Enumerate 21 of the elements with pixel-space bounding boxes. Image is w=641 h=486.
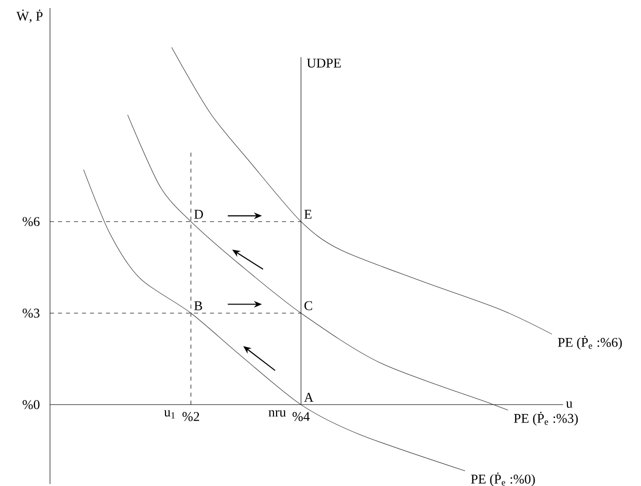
y-axis-title: Ẇ, Ṗ [16, 10, 43, 23]
annotation: u$_{1}$ [164, 410, 175, 418]
line-series [83, 169, 466, 472]
annotation: E [304, 210, 312, 219]
y-tick-label: %6 [22, 217, 40, 226]
x-tick-label: %2 [182, 412, 200, 422]
x-tick-label: %4 [292, 412, 310, 422]
line-series [127, 114, 508, 410]
annotation: A [304, 392, 314, 402]
x-axis-title: u [566, 402, 572, 408]
y-tick-label: %3 [22, 308, 40, 318]
annotation: D [194, 210, 203, 219]
series-label: PE (Ṗ$_{e}$ :%3) [514, 412, 578, 426]
annotation: B [194, 301, 202, 310]
line-series [171, 47, 552, 334]
series-label: PE (Ṗ$_{e}$ :%6) [558, 336, 622, 350]
series-label: UDPE [306, 58, 341, 68]
y-tick-label: %0 [22, 400, 40, 410]
series-label: PE (Ṗ$_{e}$ :%0) [471, 472, 535, 486]
annotation: C [304, 301, 312, 310]
annotation: nru [268, 410, 286, 417]
